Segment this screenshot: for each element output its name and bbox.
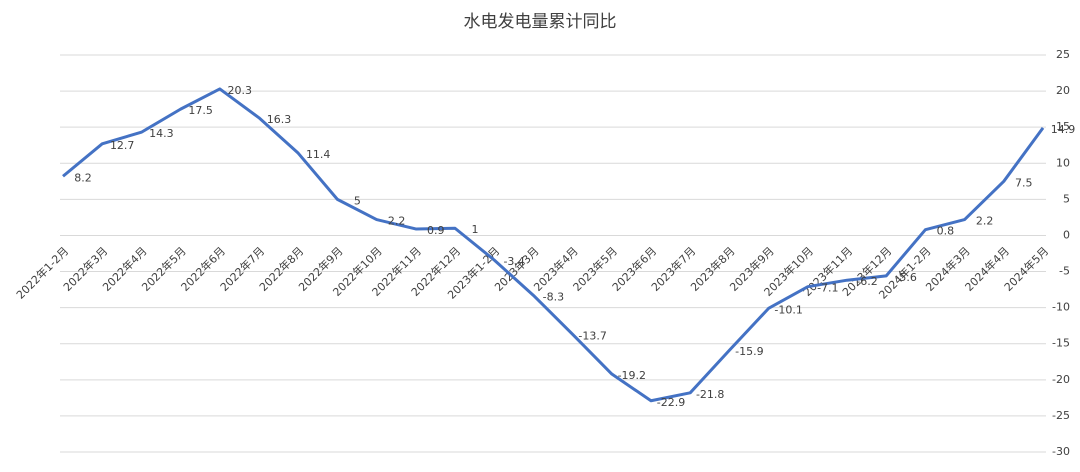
data-label: 14.9 xyxy=(1051,123,1076,136)
data-label: 8.2 xyxy=(74,171,92,184)
data-label: 16.3 xyxy=(267,113,292,126)
data-label: -13.7 xyxy=(578,329,606,342)
data-label: -15.9 xyxy=(735,345,763,358)
y-tick-label: -15 xyxy=(1052,337,1070,350)
data-label: -3.4 xyxy=(503,255,524,268)
data-label: 7.5 xyxy=(1015,176,1033,189)
data-label: 5 xyxy=(354,194,361,207)
data-label: -22.9 xyxy=(657,396,685,409)
y-tick-label: 25 xyxy=(1056,48,1070,61)
chart-title: 水电发电量累计同比 xyxy=(464,12,617,32)
data-label: 0.8 xyxy=(937,225,955,238)
data-label: 12.7 xyxy=(110,139,135,152)
data-label: -19.2 xyxy=(618,369,646,382)
y-tick-label: -25 xyxy=(1052,409,1070,422)
data-label: 14.3 xyxy=(149,127,174,140)
data-label: 20.3 xyxy=(228,84,253,97)
data-label: -21.8 xyxy=(696,388,724,401)
y-tick-label: 5 xyxy=(1063,192,1070,205)
data-label: 2.2 xyxy=(976,215,994,228)
y-tick-label: -5 xyxy=(1059,265,1070,278)
y-tick-label: 20 xyxy=(1056,84,1070,97)
data-label: -8.3 xyxy=(543,290,564,303)
data-label: 0.9 xyxy=(427,224,445,237)
data-label: -5.6 xyxy=(895,271,916,284)
line xyxy=(62,87,1045,403)
data-label: 17.5 xyxy=(188,104,213,117)
data-label: -10.1 xyxy=(774,303,802,316)
data-label: -7.1 xyxy=(817,282,838,295)
data-label: 11.4 xyxy=(306,148,331,161)
y-tick-label: -30 xyxy=(1052,445,1070,458)
y-tick-label: 10 xyxy=(1056,156,1070,169)
data-label: 1 xyxy=(472,223,479,236)
y-tick-label: -10 xyxy=(1052,301,1070,314)
data-label: -6.2 xyxy=(856,275,877,288)
y-tick-label: -20 xyxy=(1052,373,1070,386)
y-tick-label: 0 xyxy=(1063,228,1070,241)
y-tick-label: 15 xyxy=(1056,120,1070,133)
data-label: 2.2 xyxy=(388,215,406,228)
